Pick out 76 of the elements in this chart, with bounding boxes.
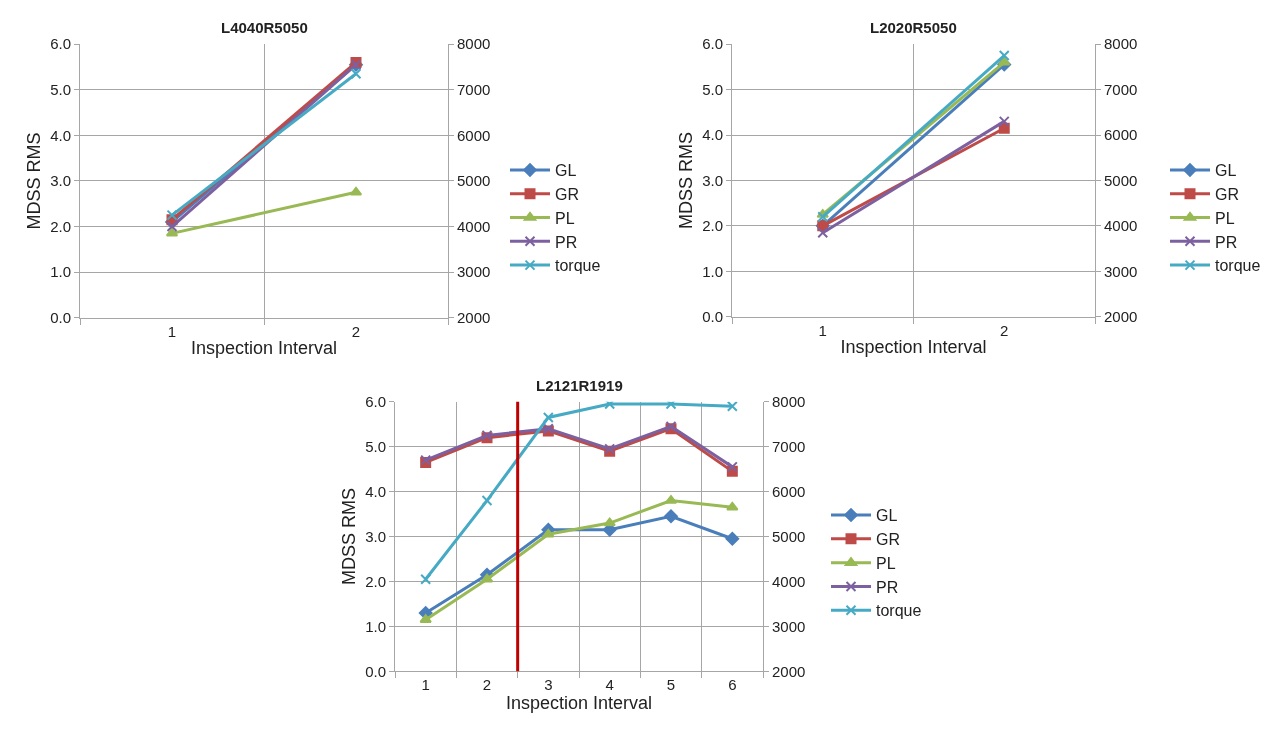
x-axis-title: Inspection Interval xyxy=(505,693,653,714)
y-tick-label: 4.0 xyxy=(365,482,386,500)
legend-label: torque xyxy=(1215,257,1261,275)
y-axis-title: MDSS RMS xyxy=(676,131,697,229)
y-tick-label: 3.0 xyxy=(50,172,71,190)
y2-tick-label: 5000 xyxy=(1104,171,1138,189)
x-tick-label: 5 xyxy=(666,676,676,694)
y-tick-label: 3.0 xyxy=(365,527,386,545)
chart-title: L4040R5050 xyxy=(221,19,308,36)
legend-label: PL xyxy=(555,209,575,227)
y2-tick-label: 2000 xyxy=(457,308,491,326)
y2-tick-label: 8000 xyxy=(1104,35,1138,53)
legend-label: PL xyxy=(1215,209,1235,227)
y2-tick-label: 3000 xyxy=(457,263,491,281)
y2-tick-label: 4000 xyxy=(1104,217,1138,235)
y-tick-label: 2.0 xyxy=(50,217,71,235)
y-axis-title: MDSS RMS xyxy=(24,132,45,230)
legend-label: PR xyxy=(876,578,899,596)
y2-tick-label: 3000 xyxy=(1104,262,1138,280)
x-tick-label: 2 xyxy=(1000,321,1009,339)
x-tick-label: 1 xyxy=(167,322,177,340)
x-axis-title: Inspection Interval xyxy=(190,337,338,358)
y-tick-label: 1.0 xyxy=(50,263,71,281)
y2-tick-label: 6000 xyxy=(772,482,806,500)
x-tick-label: 2 xyxy=(482,676,492,694)
y-tick-label: 2.0 xyxy=(702,217,723,235)
legend-label: GR xyxy=(1215,185,1239,203)
y-tick-label: 4.0 xyxy=(50,126,71,144)
legend-label: torque xyxy=(876,602,922,620)
legend-label: GR xyxy=(876,531,900,549)
y2-tick-label: 5000 xyxy=(772,527,806,545)
y-axis-title: MDSS RMS xyxy=(339,488,360,586)
legend-label: torque xyxy=(555,257,601,275)
y2-tick-label: 8000 xyxy=(457,35,491,53)
x-tick-label: 4 xyxy=(605,676,614,694)
legend-label: PR xyxy=(1215,233,1238,251)
y2-tick-label: 4000 xyxy=(772,572,806,590)
chart-title: L2020R5050 xyxy=(870,19,957,36)
y-tick-label: 5.0 xyxy=(365,437,386,455)
x-tick-label: 1 xyxy=(818,321,827,339)
x-tick-label: 1 xyxy=(421,676,430,694)
legend-label: GR xyxy=(555,185,579,203)
y-tick-label: 6.0 xyxy=(365,392,386,410)
y2-tick-label: 8000 xyxy=(772,392,806,410)
y-tick-label: 1.0 xyxy=(702,262,723,280)
y-tick-label: 0.0 xyxy=(365,662,386,680)
y-tick-label: 2.0 xyxy=(365,572,386,590)
y2-tick-label: 4000 xyxy=(457,217,491,235)
chart-title: L2121R1919 xyxy=(536,377,623,394)
x-tick-label: 2 xyxy=(351,322,361,340)
y-tick-label: 0.0 xyxy=(702,307,723,325)
y2-tick-label: 2000 xyxy=(772,662,806,680)
y-tick-label: 0.0 xyxy=(50,308,71,326)
y-tick-label: 1.0 xyxy=(365,617,386,635)
y-tick-label: 6.0 xyxy=(50,35,71,53)
y-tick-label: 4.0 xyxy=(702,126,723,144)
y2-tick-label: 6000 xyxy=(457,126,491,144)
x-tick-label: 3 xyxy=(544,676,553,694)
legend-label: PL xyxy=(876,554,896,572)
y2-tick-label: 6000 xyxy=(1104,126,1138,144)
legend-label: GL xyxy=(876,507,898,525)
y2-tick-label: 7000 xyxy=(1104,80,1138,98)
y-tick-label: 5.0 xyxy=(50,81,71,99)
y2-tick-label: 3000 xyxy=(772,617,806,635)
legend-label: PR xyxy=(555,233,578,251)
y-tick-label: 3.0 xyxy=(702,171,723,189)
y-tick-label: 6.0 xyxy=(702,35,723,53)
x-tick-label: 6 xyxy=(728,676,737,694)
y2-tick-label: 7000 xyxy=(457,81,491,99)
legend-label: GL xyxy=(555,162,577,180)
y2-tick-label: 7000 xyxy=(772,437,806,455)
y-tick-label: 5.0 xyxy=(702,80,723,98)
legend-label: GL xyxy=(1215,162,1237,180)
x-axis-title: Inspection Interval xyxy=(840,336,987,357)
y2-tick-label: 5000 xyxy=(457,172,491,190)
y2-tick-label: 2000 xyxy=(1104,307,1138,325)
